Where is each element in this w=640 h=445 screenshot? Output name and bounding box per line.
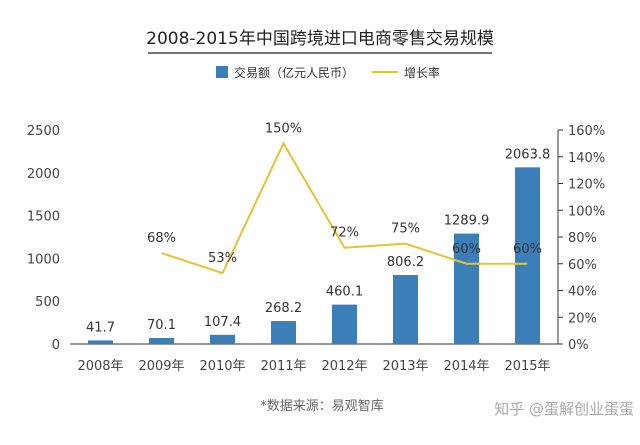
bar bbox=[271, 321, 296, 344]
growth-line bbox=[161, 141, 528, 275]
y-right-tick-label: 40% bbox=[568, 285, 597, 300]
y-left-tick-label: 2000 bbox=[27, 167, 60, 182]
legend-bar-label: 交易额（亿元人民币） bbox=[234, 65, 354, 80]
bar-value-label: 460.1 bbox=[326, 285, 363, 300]
x-tick-label: 2009年 bbox=[138, 359, 184, 374]
y-right-tick-label: 160% bbox=[568, 124, 605, 139]
growth-value-label: 60% bbox=[452, 242, 481, 257]
bar-value-label: 70.1 bbox=[147, 318, 176, 333]
x-tick-label: 2010年 bbox=[199, 359, 245, 374]
bar bbox=[393, 274, 418, 344]
axes: 0 500 1000 1500 2000 2500 0% 20% 40% 60% 80% 100% 12… bbox=[27, 124, 605, 374]
y-right-tick-label: 120% bbox=[568, 178, 605, 193]
source-note: *数据来源：易观智库 bbox=[260, 398, 384, 414]
data-labels: 41.7 70.1 107.4 268.2 460.1 806.2 1289.9 2063.8… bbox=[86, 121, 550, 335]
x-tick-label: 2008年 bbox=[77, 359, 123, 374]
growth-value-label: 60% bbox=[513, 242, 542, 257]
bar-value-label: 806.2 bbox=[387, 255, 424, 270]
growth-value-label: 150% bbox=[265, 121, 302, 136]
x-tick-label: 2011年 bbox=[260, 359, 306, 374]
bar bbox=[454, 233, 479, 344]
chart-title: 2008-2015年中国跨境进口电商零售交易规模 bbox=[146, 29, 494, 49]
bar-value-label: 41.7 bbox=[86, 320, 115, 335]
bars bbox=[88, 167, 540, 344]
y-left-tick-label: 0 bbox=[52, 338, 60, 353]
y-right-tick-label: 100% bbox=[568, 204, 605, 219]
growth-line-path bbox=[161, 141, 528, 275]
growth-value-label: 68% bbox=[147, 231, 176, 246]
y-right-tick-label: 60% bbox=[568, 258, 597, 273]
y-left-tick-label: 500 bbox=[35, 295, 60, 310]
y-left-tick-label: 1500 bbox=[27, 210, 60, 225]
bar bbox=[332, 304, 357, 344]
x-tick-label: 2015年 bbox=[504, 359, 550, 374]
bar-value-label: 268.2 bbox=[265, 301, 302, 316]
y-left-tick-label: 1000 bbox=[27, 252, 60, 267]
y-right-tick-label: 80% bbox=[568, 231, 597, 246]
growth-value-label: 72% bbox=[330, 226, 359, 241]
legend-bar-swatch bbox=[216, 66, 228, 78]
x-tick-label: 2014年 bbox=[443, 359, 489, 374]
bar bbox=[515, 167, 540, 344]
legend-line-label: 增长率 bbox=[404, 65, 440, 80]
y-right-tick-label: 140% bbox=[568, 151, 605, 166]
bar bbox=[88, 340, 113, 344]
growth-value-label: 53% bbox=[208, 251, 237, 266]
bar-value-label: 1289.9 bbox=[444, 214, 490, 229]
watermark: 知乎 @蛋解创业蛋蛋 bbox=[494, 400, 634, 418]
y-right-tick-label: 0% bbox=[568, 338, 589, 353]
y-right-tick-label: 20% bbox=[568, 311, 597, 326]
x-tick-label: 2013年 bbox=[382, 359, 428, 374]
growth-value-label: 75% bbox=[391, 222, 420, 237]
bar bbox=[149, 337, 174, 344]
bar-value-label: 2063.8 bbox=[505, 147, 551, 162]
bar bbox=[210, 334, 235, 344]
bar-value-label: 107.4 bbox=[204, 315, 241, 330]
y-left-tick-label: 2500 bbox=[27, 124, 60, 139]
legend: 交易额（亿元人民币） 增长率 bbox=[216, 65, 440, 80]
x-tick-label: 2012年 bbox=[321, 359, 367, 374]
